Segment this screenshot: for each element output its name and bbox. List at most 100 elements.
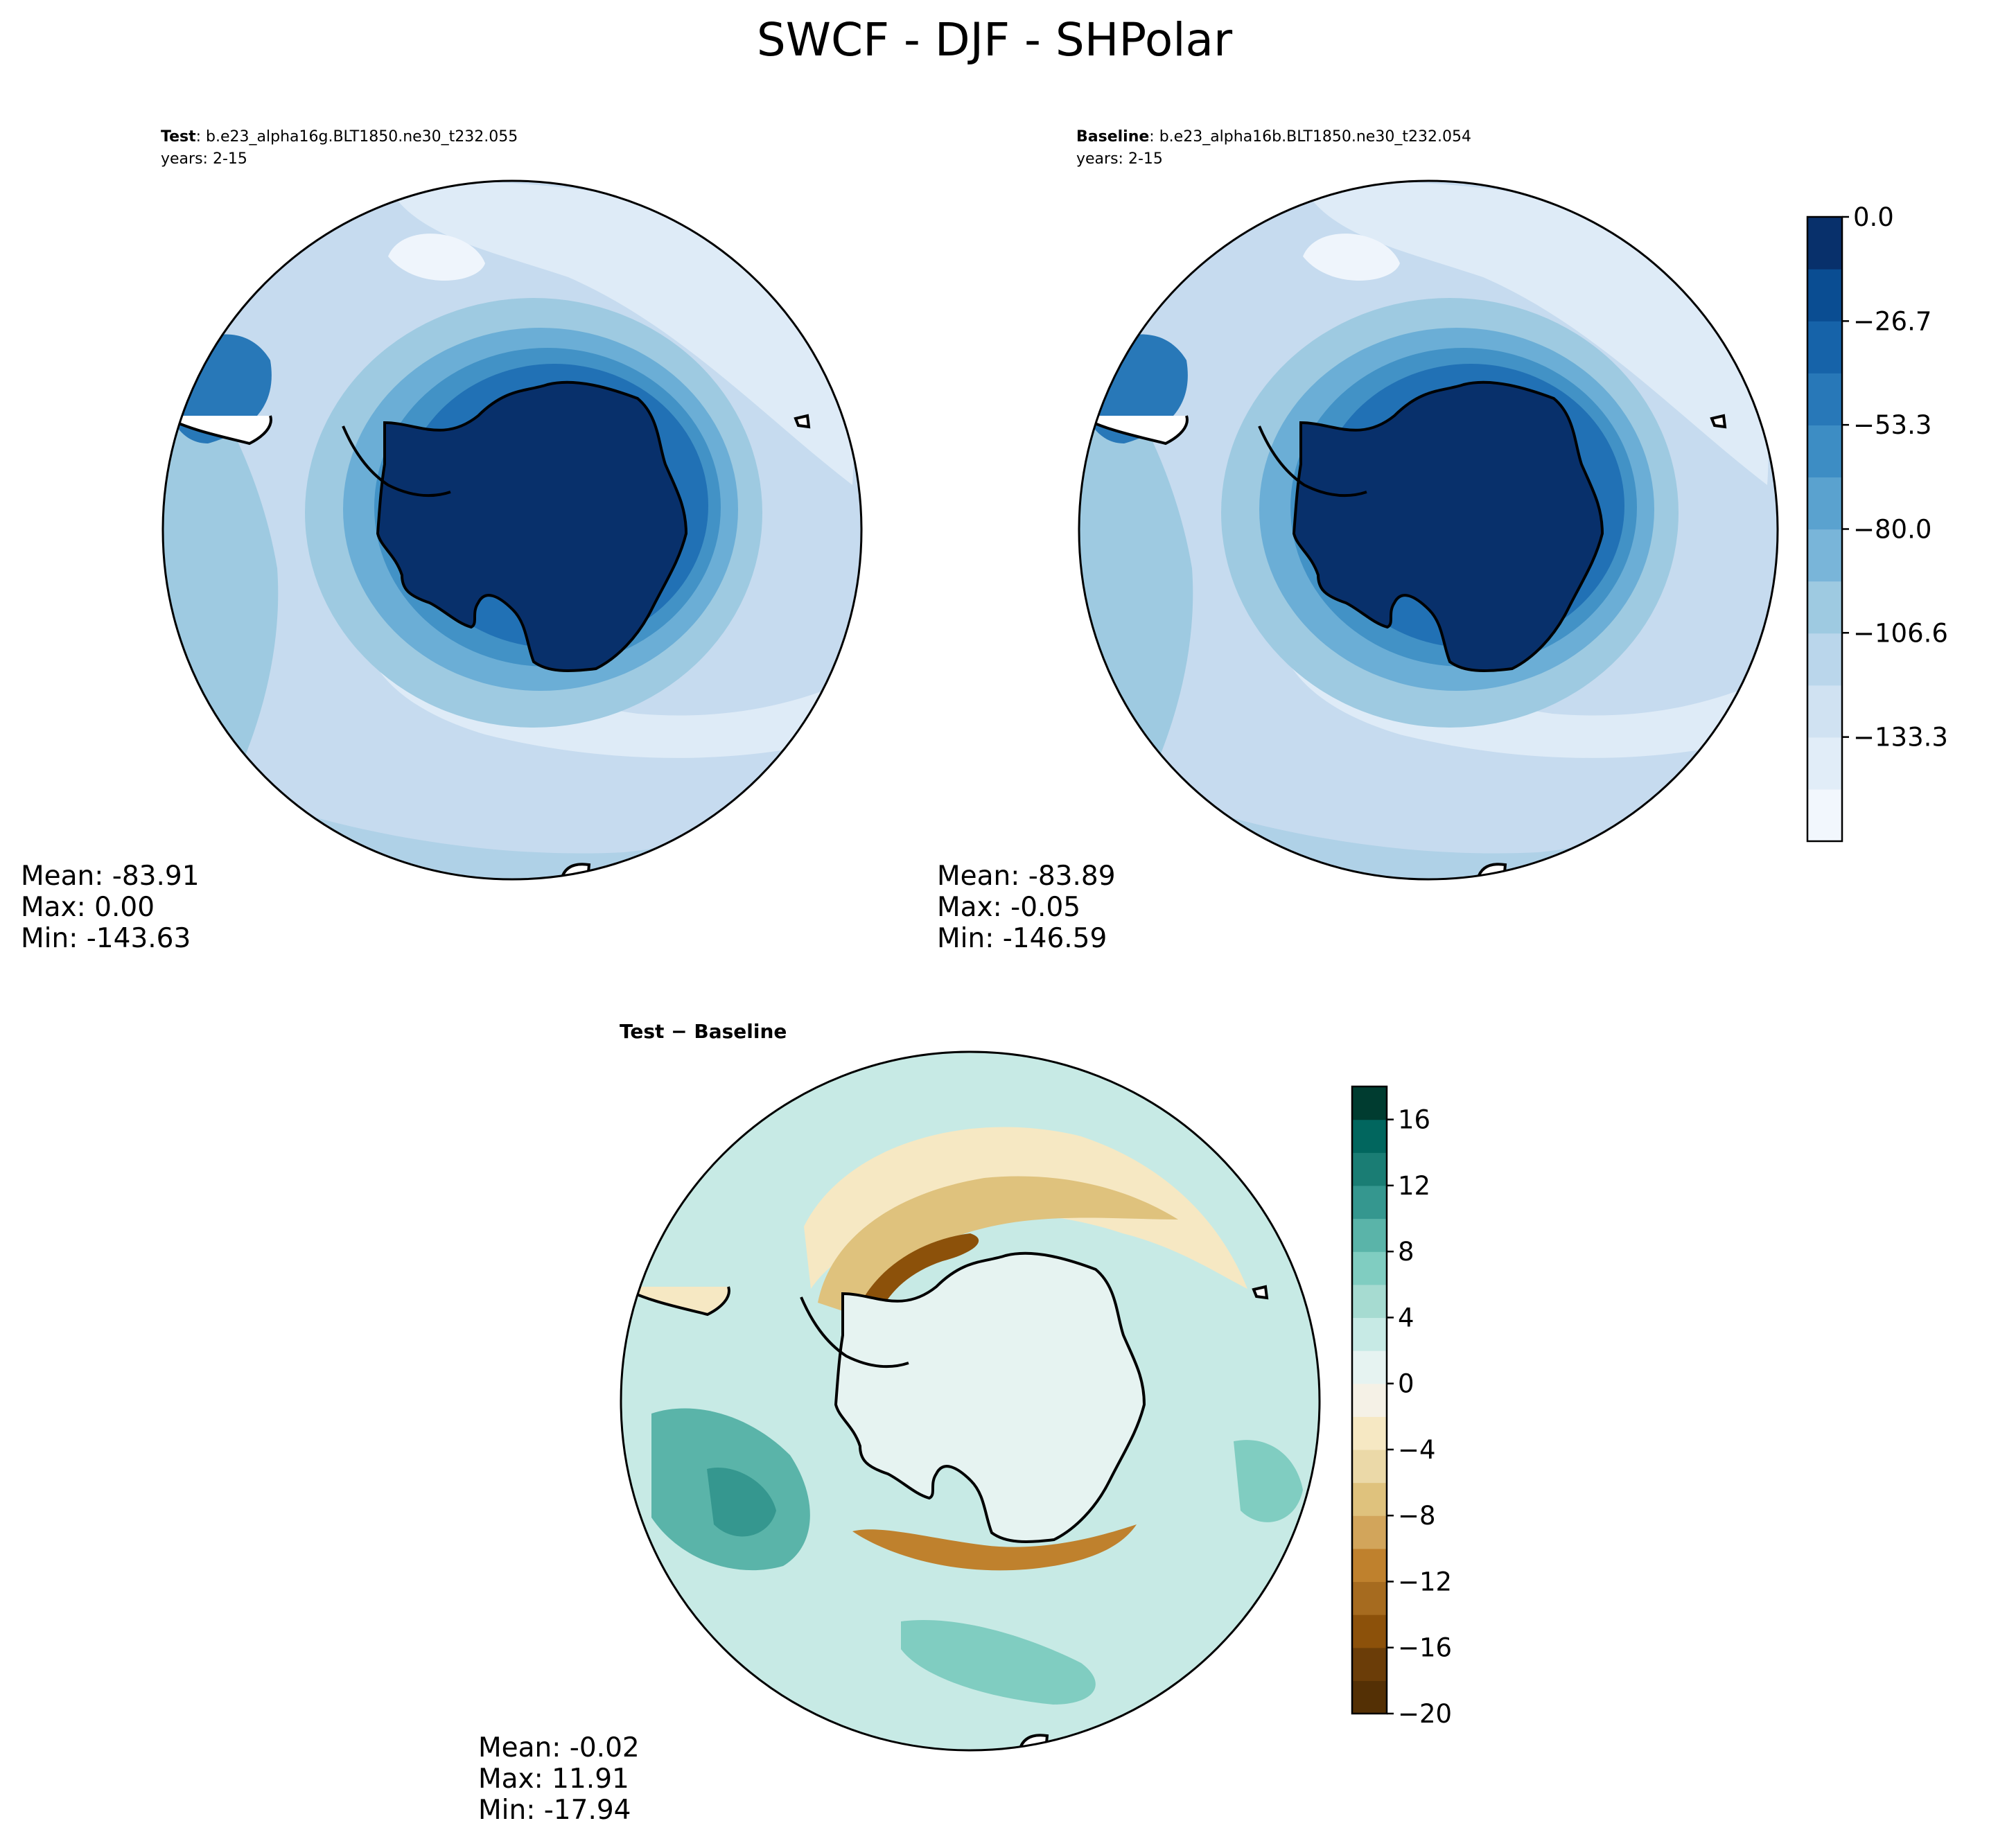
baseline-map-boundary <box>1078 179 1779 881</box>
blues-colorbar-segment <box>1807 425 1842 478</box>
brbg-colorbar-tick-label: −8 <box>1398 1501 1436 1531</box>
brbg-colorbar-tick-label: 0 <box>1398 1369 1414 1399</box>
difference-map-boundary <box>620 1050 1321 1752</box>
brbg-colorbar-segment <box>1352 1680 1387 1714</box>
difference-peninsula <box>800 1296 909 1369</box>
blues-colorbar-tick-label: −133.3 <box>1853 723 1948 753</box>
test-island <box>794 414 811 429</box>
test-mean: Mean: -83.91 <box>21 861 200 892</box>
brbg-colorbar-segment <box>1352 1284 1387 1319</box>
test-palest-patch <box>388 234 485 281</box>
brbg-colorbar-tick-label: 12 <box>1398 1171 1430 1201</box>
blues-colorbar-segment <box>1807 217 1842 270</box>
difference-cool-core-west <box>707 1468 776 1537</box>
baseline-antarctica <box>1292 380 1604 672</box>
brbg-colorbar-segment <box>1352 1581 1387 1615</box>
difference-warm-core <box>852 1233 979 1330</box>
test-label-bold: Test <box>161 128 196 146</box>
brbg-colorbar-tick-label: 4 <box>1398 1303 1414 1332</box>
difference-cool-patch-north <box>901 1620 1096 1705</box>
brbg-colorbar-segment <box>1352 1350 1387 1384</box>
brbg-colorbar-segment <box>1352 1086 1387 1120</box>
brbg-colorbar-tick-label: −12 <box>1398 1567 1452 1596</box>
difference-min: Min: -17.94 <box>478 1795 631 1826</box>
difference-max: Max: 11.91 <box>478 1763 629 1795</box>
blues-colorbar-segment <box>1807 373 1842 425</box>
brbg-colorbar-segment <box>1352 1317 1387 1351</box>
baseline-max: Max: -0.05 <box>937 892 1080 923</box>
blues-colorbar-segment <box>1807 529 1842 582</box>
difference-mean: Mean: -0.02 <box>478 1732 640 1763</box>
difference-island <box>1252 1285 1269 1300</box>
difference-south-america <box>621 1285 730 1317</box>
difference-map <box>621 1052 1320 1750</box>
test-south-america <box>163 414 272 446</box>
test-max: Max: 0.00 <box>21 892 155 923</box>
blues-colorbar-segment <box>1807 633 1842 686</box>
blues-colorbar-segment <box>1807 581 1842 634</box>
blues-colorbar-tick-label: −53.3 <box>1853 410 1931 440</box>
baseline-years-label: years: 2-15 <box>1076 150 1163 168</box>
baseline-island <box>1710 414 1727 429</box>
baseline-panel: Baseline: b.e23_alpha16b.BLT1850.ne30_t2… <box>937 128 1948 954</box>
brbg-colorbar-frame <box>1351 1085 1388 1715</box>
difference-warm-band-south <box>852 1524 1137 1571</box>
blues-colorbar-tick-label: −106.6 <box>1853 618 1948 648</box>
test-case-label: Test: b.e23_alpha16g.BLT1850.ne30_t232.0… <box>161 128 518 146</box>
blues-colorbar-segment <box>1807 789 1842 842</box>
test-peninsula <box>342 425 451 498</box>
brbg-colorbar-tick-label: 8 <box>1398 1237 1414 1267</box>
test-min: Min: -143.63 <box>21 923 191 954</box>
blues-colorbar-segment <box>1807 685 1842 738</box>
baseline-light-band-south <box>1275 624 1767 758</box>
blues-colorbar-tick-label: 0.0 <box>1853 202 1894 232</box>
blues-colorbar-segment <box>1807 737 1842 790</box>
baseline-min: Min: -146.59 <box>937 923 1107 954</box>
baseline-peninsula <box>1258 425 1367 498</box>
brbg-colorbar-segment <box>1352 1119 1387 1153</box>
difference-antarctica <box>834 1251 1146 1543</box>
baseline-case-label: Baseline: b.e23_alpha16b.BLT1850.ne30_t2… <box>1076 128 1471 146</box>
baseline-south-america <box>1079 414 1189 446</box>
difference-panel: Test − Baseline Mean: -0.02 Max: 11.91 M… <box>478 1020 1452 1826</box>
difference-warm-arc <box>818 1176 1178 1317</box>
brbg-colorbar-tick-label: −20 <box>1398 1699 1452 1729</box>
blues-colorbar-tick-label: −26.7 <box>1853 306 1931 336</box>
brbg-colorbar-segment <box>1352 1416 1387 1450</box>
test-map <box>163 181 861 879</box>
baseline-mean: Mean: -83.89 <box>937 861 1116 892</box>
test-panel: Test: b.e23_alpha16g.BLT1850.ne30_t232.0… <box>21 128 863 954</box>
baseline-case-name: : b.e23_alpha16b.BLT1850.ne30_t232.054 <box>1149 128 1471 146</box>
blues-colorbar-tick-label: −80.0 <box>1853 515 1931 545</box>
test-light-band-south <box>360 624 852 758</box>
brbg-colorbar-segment <box>1352 1647 1387 1681</box>
figure-title: SWCF - DJF - SHPolar <box>757 13 1233 67</box>
brbg-colorbar-segment <box>1352 1548 1387 1583</box>
baseline-label-bold: Baseline <box>1076 128 1149 146</box>
brbg-colorbar-tick-label: −4 <box>1398 1435 1436 1465</box>
baseline-palest-patch <box>1303 234 1400 281</box>
brbg-colorbar-segment <box>1352 1482 1387 1516</box>
blues-colorbar-segment <box>1807 477 1842 530</box>
brbg-colorbar-segment <box>1352 1152 1387 1186</box>
brbg-colorbar-tick-label: −16 <box>1398 1633 1452 1663</box>
brbg-colorbar-segment <box>1352 1383 1387 1417</box>
brbg-colorbar-segment <box>1352 1251 1387 1285</box>
baseline-map <box>1079 181 1778 879</box>
brbg-colorbar-segment <box>1352 1614 1387 1648</box>
test-years-label: years: 2-15 <box>161 150 247 168</box>
blues-colorbar: 0.0 −26.7 −53.3 −80.0 −106.6 −133.3 <box>1806 202 1948 843</box>
blues-colorbar-segment <box>1807 321 1842 373</box>
brbg-colorbar-segment <box>1352 1185 1387 1220</box>
test-antarctica <box>376 380 688 672</box>
brbg-colorbar-segment <box>1352 1515 1387 1549</box>
difference-cool-patch-east <box>1234 1440 1303 1522</box>
brbg-colorbar-segment <box>1352 1218 1387 1252</box>
brbg-colorbar: 16 12 8 4 0 −4 −8 −12 −16 −20 <box>1351 1085 1452 1729</box>
test-map-boundary <box>161 179 863 881</box>
blues-colorbar-segment <box>1807 269 1842 322</box>
test-case-name: : b.e23_alpha16g.BLT1850.ne30_t232.055 <box>196 128 518 146</box>
brbg-colorbar-tick-label: 16 <box>1398 1105 1430 1135</box>
difference-title: Test − Baseline <box>620 1020 787 1043</box>
